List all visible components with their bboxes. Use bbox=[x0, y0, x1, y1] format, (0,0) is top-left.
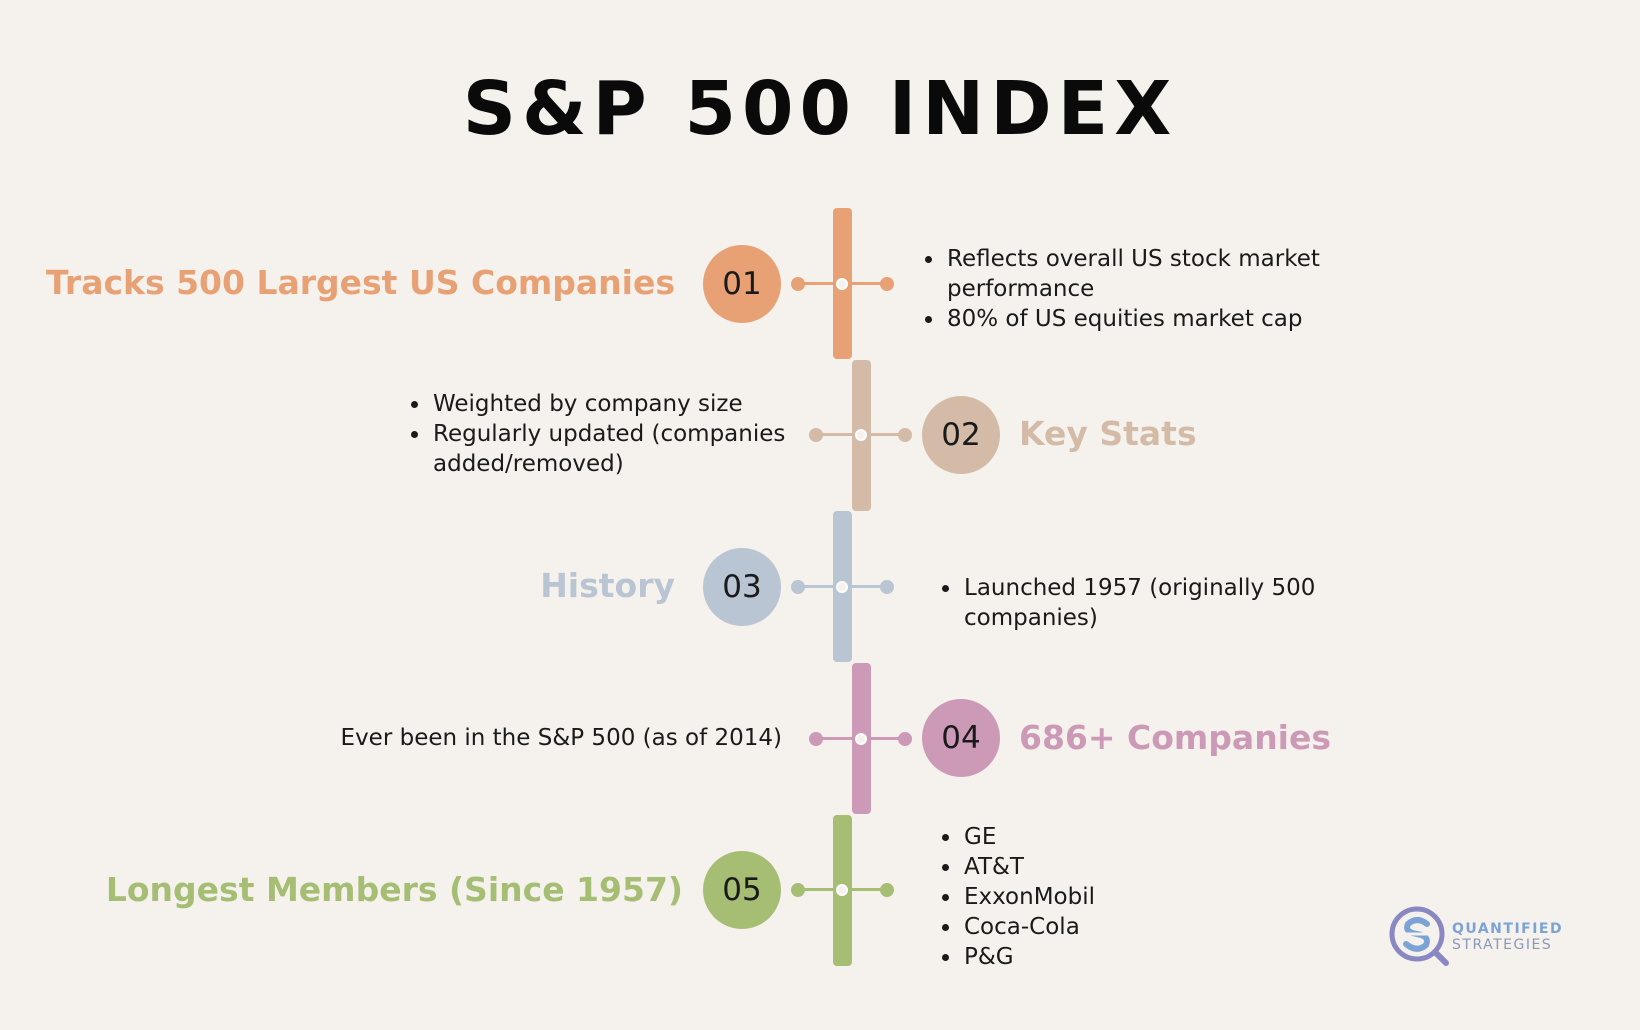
list-item: 80% of US equities market cap bbox=[923, 304, 1323, 334]
step-number-badge: 04 bbox=[922, 699, 1000, 777]
quantified-strategies-logo: QUANTIFIED STRATEGIES bbox=[1388, 905, 1578, 967]
connector-dot bbox=[880, 277, 894, 291]
connector-hub bbox=[855, 733, 867, 745]
connector-hub bbox=[855, 429, 867, 441]
step-bullet-list: Reflects overall US stock market perform… bbox=[923, 244, 1323, 334]
step-description: Ever been in the S&P 500 (as of 2014) bbox=[340, 725, 782, 751]
list-item: Weighted by company size bbox=[409, 389, 789, 419]
list-item: Coca-Cola bbox=[940, 912, 1190, 942]
step-number-badge: 01 bbox=[703, 245, 781, 323]
list-item: P&G bbox=[940, 942, 1190, 972]
step-bullet-list: Weighted by company size Regularly updat… bbox=[409, 389, 789, 479]
step-number-badge: 02 bbox=[922, 396, 1000, 474]
step-heading: Key Stats bbox=[1019, 414, 1197, 453]
logo-text-line1: QUANTIFIED bbox=[1452, 921, 1564, 937]
connector-dot bbox=[880, 580, 894, 594]
logo-text-line2: STRATEGIES bbox=[1452, 937, 1553, 953]
step-heading: 686+ Companies bbox=[1019, 718, 1332, 757]
list-item: ExxonMobil bbox=[940, 882, 1190, 912]
list-item: GE bbox=[940, 822, 1190, 852]
connector-hub bbox=[836, 884, 848, 896]
connector-hub bbox=[836, 278, 848, 290]
connector-dot bbox=[898, 428, 912, 442]
connector-hub bbox=[836, 581, 848, 593]
page-title: S&P 500 INDEX bbox=[462, 66, 1178, 152]
list-item: Regularly updated (companies added/remov… bbox=[409, 419, 789, 479]
step-number-badge: 05 bbox=[703, 851, 781, 929]
step-number-badge: 03 bbox=[703, 548, 781, 626]
magnifier-s-logo-icon bbox=[1389, 906, 1449, 966]
step-heading: History bbox=[540, 566, 675, 605]
step-heading: Tracks 500 Largest US Companies bbox=[46, 263, 675, 302]
connector-dot bbox=[880, 883, 894, 897]
connector-dot bbox=[809, 732, 823, 746]
connector-dot bbox=[791, 277, 805, 291]
list-item: AT&T bbox=[940, 852, 1190, 882]
step-heading: Longest Members (Since 1957) bbox=[105, 870, 683, 909]
step-bullet-list: Launched 1957 (originally 500 companies) bbox=[940, 573, 1320, 633]
connector-dot bbox=[791, 883, 805, 897]
connector-dot bbox=[809, 428, 823, 442]
list-item: Launched 1957 (originally 500 companies) bbox=[940, 573, 1320, 633]
list-item: Reflects overall US stock market perform… bbox=[923, 244, 1323, 304]
step-bullet-list: GE AT&T ExxonMobil Coca-Cola P&G bbox=[940, 822, 1190, 972]
connector-dot bbox=[791, 580, 805, 594]
connector-dot bbox=[898, 732, 912, 746]
